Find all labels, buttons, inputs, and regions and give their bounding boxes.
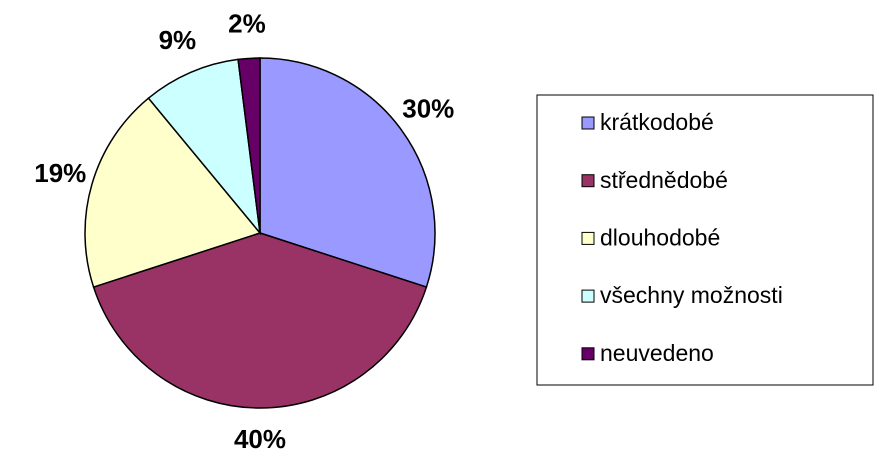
- legend-swatch: [581, 289, 595, 303]
- legend-swatch: [581, 347, 595, 361]
- legend-swatch: [581, 231, 595, 245]
- data-label: 19%: [34, 158, 86, 188]
- legend-label: střednědobé: [600, 167, 728, 193]
- legend-label: neuvedeno: [600, 340, 714, 366]
- pie-slice: [84, 97, 262, 289]
- legend-label: všechny možnosti: [600, 282, 783, 308]
- data-label: 2%: [228, 8, 266, 38]
- pie-slice: [92, 232, 428, 409]
- legend-label: dlouhodobé: [600, 224, 720, 250]
- legend-swatch: [581, 116, 595, 130]
- pie-slice: [147, 58, 262, 236]
- pie-slice: [259, 57, 436, 289]
- data-label: 9%: [159, 25, 197, 55]
- data-label: 40%: [234, 424, 286, 451]
- data-label: 30%: [402, 94, 454, 124]
- legend-label: krátkodobé: [600, 109, 714, 135]
- legend-swatch: [581, 174, 595, 188]
- pie-slice: [237, 57, 261, 234]
